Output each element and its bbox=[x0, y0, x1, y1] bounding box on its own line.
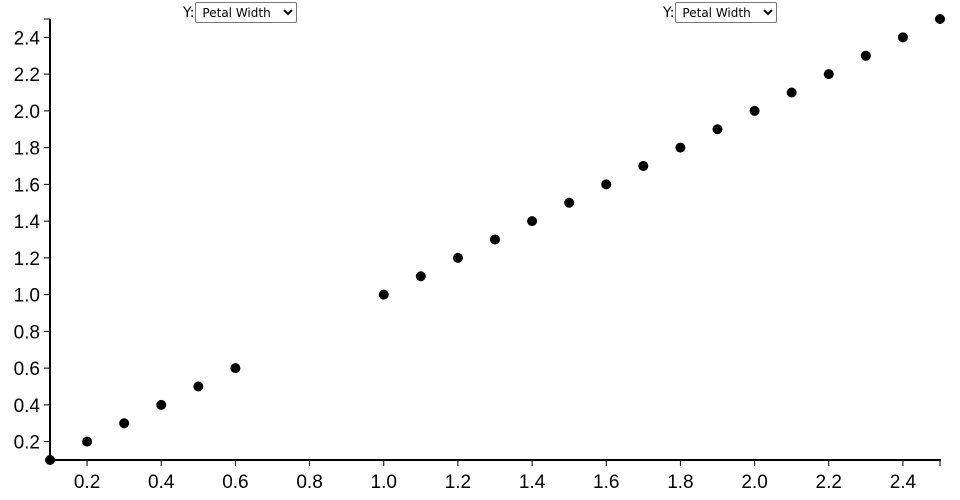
x-tick: 0.2 bbox=[74, 460, 100, 493]
data-point bbox=[823, 69, 834, 80]
y-tick: 0.2 bbox=[14, 433, 50, 454]
y-tick-label: 2.4 bbox=[14, 28, 41, 49]
data-point bbox=[82, 436, 93, 447]
y-tick: 1.8 bbox=[14, 139, 50, 160]
x-tick-label: 0.4 bbox=[148, 472, 175, 493]
x-tick-label: 1.0 bbox=[371, 472, 397, 493]
data-point bbox=[527, 216, 538, 227]
data-point bbox=[935, 14, 945, 24]
data-point bbox=[45, 455, 55, 465]
x-tick-label: 0.2 bbox=[74, 472, 100, 493]
x-tick-label: 0.6 bbox=[222, 472, 248, 493]
y-axis-select[interactable]: Petal Width bbox=[195, 2, 298, 23]
x-tick-label: 1.8 bbox=[667, 472, 693, 493]
x-tick: 1.0 bbox=[371, 460, 397, 493]
x-tick: 1.8 bbox=[667, 460, 694, 493]
y-label: Y: bbox=[663, 4, 675, 21]
y-tick-label: 1.6 bbox=[14, 175, 40, 196]
x-tick: 2.2 bbox=[816, 460, 842, 493]
y-tick-label: 0.4 bbox=[14, 396, 41, 417]
data-point bbox=[786, 87, 797, 98]
y-tick-label: 1.8 bbox=[14, 139, 40, 160]
x-tick: 1.2 bbox=[445, 460, 471, 493]
data-point bbox=[564, 197, 575, 208]
y-tick-label: 1.0 bbox=[14, 286, 40, 307]
data-point bbox=[490, 234, 500, 245]
y-tick-label: 0.8 bbox=[14, 322, 40, 343]
x-tick-label: 2.0 bbox=[741, 472, 767, 493]
data-point bbox=[119, 418, 130, 429]
x-tick-label: 1.4 bbox=[519, 472, 546, 493]
x-tick: 2.4 bbox=[890, 460, 917, 493]
y-tick: 0.4 bbox=[14, 396, 50, 417]
y-tick: 2.0 bbox=[14, 102, 50, 123]
y-label: Y: bbox=[183, 4, 195, 21]
x-tick-label: 2.2 bbox=[816, 472, 842, 493]
data-point bbox=[601, 179, 612, 190]
y-tick: 1.0 bbox=[14, 286, 50, 307]
y-tick: 1.2 bbox=[14, 249, 50, 270]
y-tick: 0.8 bbox=[14, 322, 50, 343]
data-point bbox=[897, 32, 908, 43]
data-point bbox=[860, 50, 871, 61]
y-tick-label: 0.6 bbox=[14, 359, 40, 380]
y-axis-select[interactable]: Petal Width bbox=[675, 2, 778, 23]
data-point bbox=[452, 252, 463, 263]
y-selector-left: Y: Petal Width bbox=[183, 2, 298, 23]
x-tick-label: 1.6 bbox=[593, 472, 619, 493]
y-tick-label: 1.2 bbox=[14, 249, 40, 270]
y-tick: 1.4 bbox=[14, 212, 50, 233]
data-point bbox=[156, 399, 167, 410]
y-tick: 2.2 bbox=[14, 65, 50, 86]
x-tick: 0.6 bbox=[222, 460, 249, 493]
y-tick-label: 0.2 bbox=[14, 433, 40, 454]
x-tick: 0.4 bbox=[148, 460, 175, 493]
x-tick: 2.0 bbox=[741, 460, 768, 493]
y-tick: 0.6 bbox=[14, 359, 50, 380]
data-point bbox=[749, 105, 760, 116]
data-point bbox=[675, 142, 686, 153]
y-tick: 2.4 bbox=[14, 28, 50, 49]
data-point bbox=[193, 381, 204, 392]
x-tick: 1.4 bbox=[519, 460, 546, 493]
data-point bbox=[712, 124, 723, 135]
data-point bbox=[230, 363, 241, 374]
x-tick-label: 1.2 bbox=[445, 472, 471, 493]
y-tick-label: 1.4 bbox=[14, 212, 41, 233]
x-tick: 0.8 bbox=[296, 460, 323, 493]
data-point bbox=[378, 289, 389, 300]
x-tick-label: 0.8 bbox=[296, 472, 322, 493]
data-point bbox=[415, 271, 426, 282]
y-tick: 1.6 bbox=[14, 175, 50, 196]
data-point bbox=[638, 161, 649, 171]
y-selector-right: Y: Petal Width bbox=[663, 2, 778, 23]
y-tick-label: 2.2 bbox=[14, 65, 40, 86]
y-tick-label: 2.0 bbox=[14, 102, 40, 123]
x-tick-label: 2.4 bbox=[890, 472, 917, 493]
x-tick: 1.6 bbox=[593, 460, 619, 493]
